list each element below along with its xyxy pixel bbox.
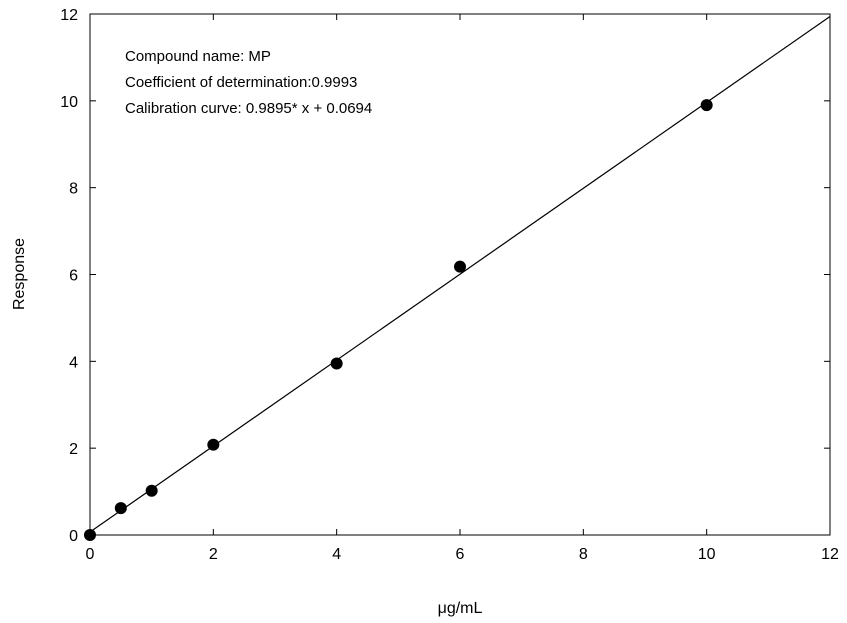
x-tick-label: 2: [209, 546, 218, 563]
x-axis-title: μg/mL: [438, 600, 483, 617]
x-tick-label: 4: [332, 546, 341, 563]
annotation-compound-name: Compound name: MP: [125, 48, 271, 65]
annotation-calibration-curve: Calibration curve: 0.9895* x + 0.0694: [125, 100, 372, 117]
x-tick-label: 10: [698, 546, 716, 563]
x-tick-label: 8: [579, 546, 588, 563]
data-point: [114, 502, 127, 515]
y-tick-label: 6: [69, 268, 78, 285]
y-axis-ticks: 0 2 4 6 8 10 12: [60, 7, 830, 545]
y-tick-label: 4: [69, 354, 78, 371]
x-axis-ticks: 0 2 4 6 8 10 12: [86, 14, 839, 563]
y-axis-title: Response: [11, 238, 28, 310]
data-point: [207, 438, 220, 451]
annotation-coefficient: Coefficient of determination:0.9993: [125, 74, 357, 91]
regression-line: [89, 15, 831, 533]
x-tick-label: 0: [86, 546, 95, 563]
data-point: [145, 484, 158, 497]
y-tick-label: 8: [69, 181, 78, 198]
y-tick-label: 10: [60, 94, 78, 111]
y-tick-label: 12: [60, 7, 78, 24]
x-tick-label: 12: [821, 546, 839, 563]
data-point: [454, 260, 466, 273]
data-point: [330, 357, 343, 370]
y-tick-label: 0: [69, 528, 78, 545]
x-tick-label: 6: [456, 546, 465, 563]
fit-line-group: [89, 15, 831, 533]
annotation-block: Compound name: MP Coefficient of determi…: [125, 48, 372, 117]
data-point: [700, 99, 713, 112]
data-point: [84, 529, 96, 541]
y-tick-label: 2: [69, 441, 78, 458]
data-points: [84, 99, 713, 541]
